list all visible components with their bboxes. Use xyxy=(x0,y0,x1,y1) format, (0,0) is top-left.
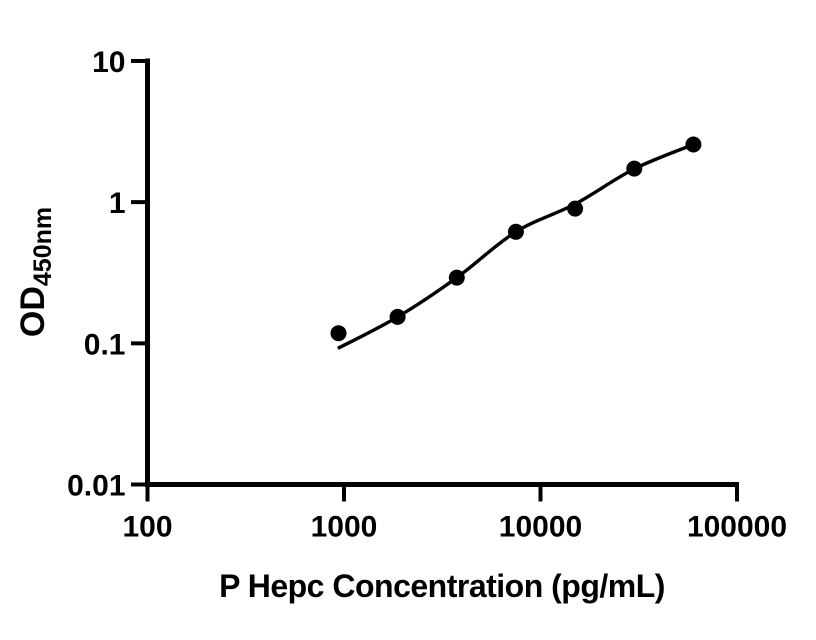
data-point-marker xyxy=(389,308,406,325)
x-axis-ticks: 100 1000 10000 100000 xyxy=(122,484,787,544)
data-points xyxy=(330,136,702,342)
x-axis-title: P Hepc Concentration (pg/mL) xyxy=(219,568,665,604)
x-tick-label: 100 xyxy=(122,511,172,544)
y-tick-label: 1 xyxy=(109,187,126,220)
data-point-marker xyxy=(567,200,584,217)
y-axis-ticks: 10 1 0.1 0.01 xyxy=(67,46,148,503)
data-point-marker xyxy=(448,269,465,286)
data-point-marker xyxy=(507,223,524,240)
axes xyxy=(145,58,739,487)
y-axis-title-subscript: 450nm xyxy=(29,207,57,286)
data-point-marker xyxy=(330,325,347,342)
y-axis-title-main: OD xyxy=(14,286,52,337)
y-tick-label: 10 xyxy=(92,46,125,79)
y-axis-title: OD450nm xyxy=(14,207,57,337)
x-tick-label: 10000 xyxy=(499,511,582,544)
data-point-marker xyxy=(626,160,643,177)
data-point-marker xyxy=(685,136,702,153)
y-tick-label: 0.1 xyxy=(84,328,126,361)
x-tick-label: 1000 xyxy=(311,511,378,544)
x-tick-label: 100000 xyxy=(687,511,787,544)
y-tick-label: 0.01 xyxy=(67,470,125,503)
